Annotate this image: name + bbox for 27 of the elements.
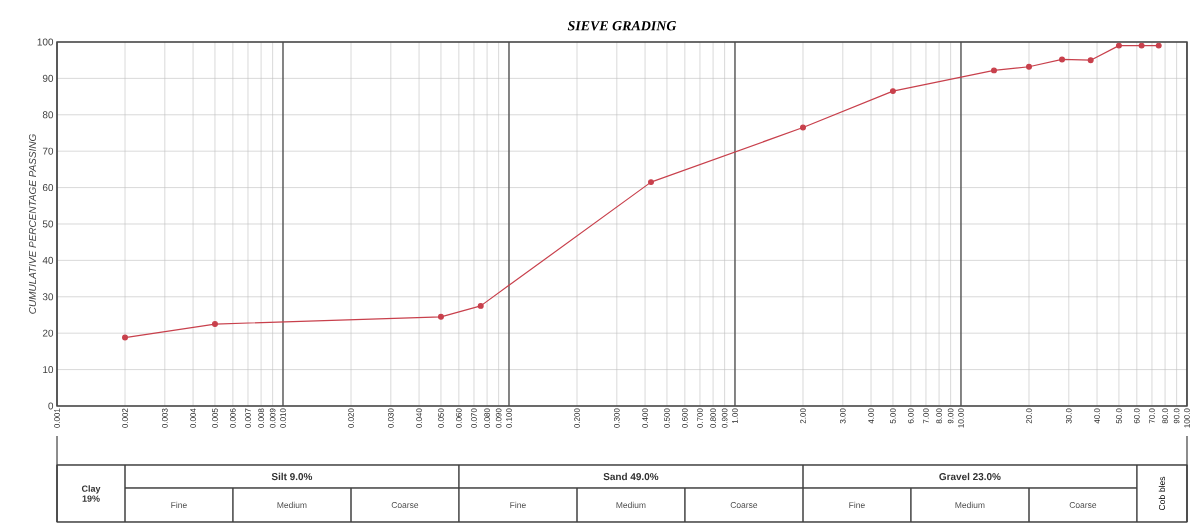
text: Medium	[277, 501, 307, 509]
text: Coarse	[730, 501, 758, 508]
y-tick-label: 90	[42, 74, 54, 82]
text: Fine	[510, 501, 526, 509]
text: Sand 49.0%	[603, 472, 659, 481]
y-axis-title: CUMULATIVE PERCENTAGE PASSING	[28, 134, 37, 314]
y-tick-label: 60	[42, 184, 54, 192]
y-tick-label: 0	[48, 402, 54, 410]
chart-title: SIEVE GRADING	[567, 21, 677, 31]
text: Medium	[955, 501, 985, 509]
text: Clay 19%	[81, 485, 101, 502]
text: Coarse	[1069, 501, 1097, 508]
y-tick-label: 20	[42, 329, 54, 337]
y-tick-label: 30	[42, 293, 54, 301]
text: Gravel 23.0%	[939, 472, 1001, 481]
text: Medium	[616, 501, 646, 509]
text: Fine	[849, 501, 865, 509]
y-tick-label: 10	[43, 366, 54, 374]
y-tick-label: 80	[42, 111, 54, 119]
text: Cob bles	[1158, 476, 1166, 510]
text: Coarse	[391, 501, 419, 508]
y-tick-label: 70	[42, 147, 54, 155]
text: Silt 9.0%	[271, 472, 313, 481]
y-tick-label: 100	[37, 38, 54, 46]
y-tick-label: 40	[42, 256, 54, 264]
text: Fine	[171, 501, 187, 509]
y-tick-label: 50	[42, 220, 54, 228]
